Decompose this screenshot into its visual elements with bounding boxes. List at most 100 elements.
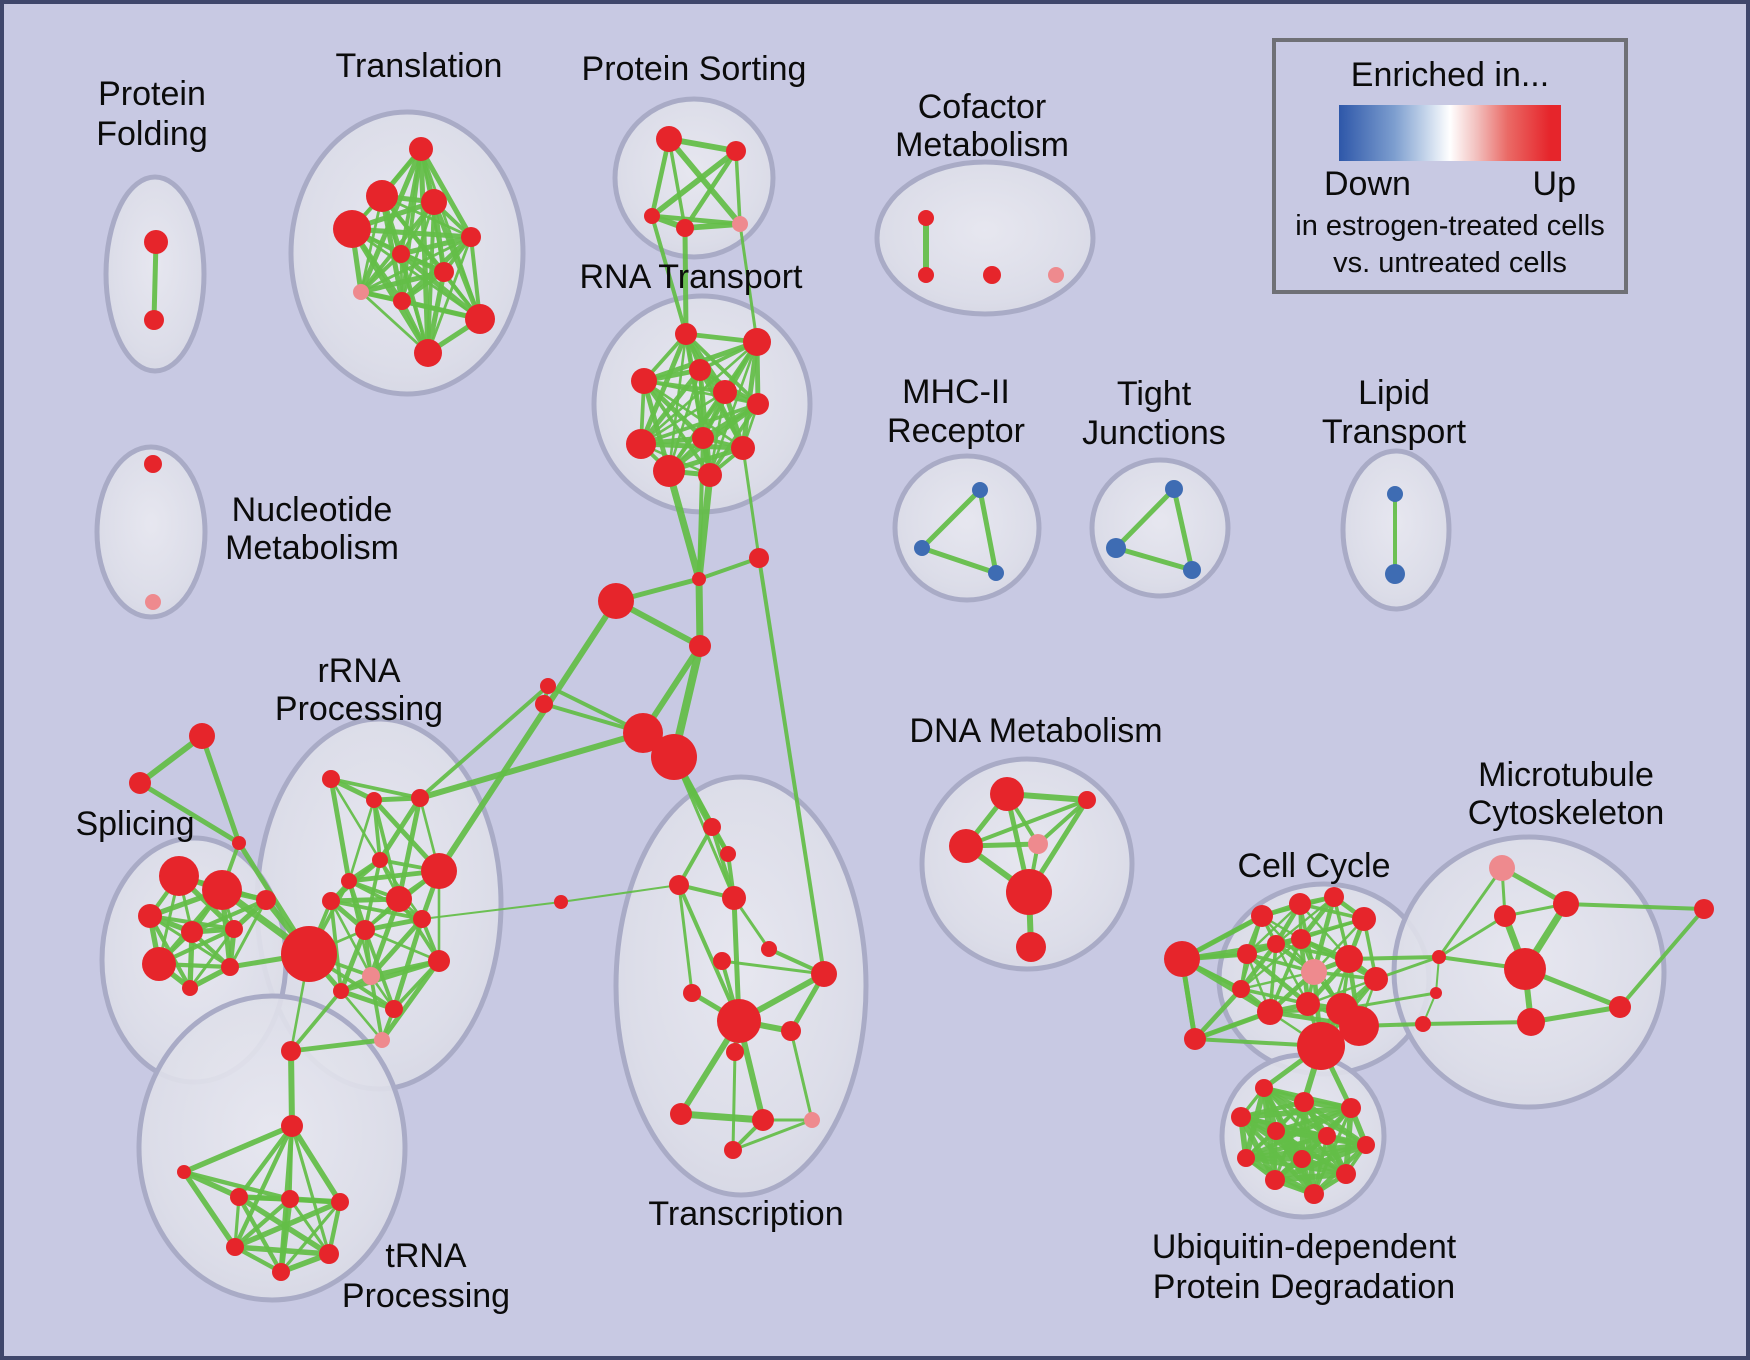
node-tn3 bbox=[331, 1193, 349, 1211]
node-tr7 bbox=[434, 262, 454, 282]
node-ub6 bbox=[1318, 1127, 1336, 1145]
node-ub10 bbox=[1336, 1164, 1356, 1184]
node-rt11 bbox=[698, 463, 722, 487]
node-rr14 bbox=[385, 1000, 403, 1018]
edge-tr4-tr11 bbox=[349, 226, 431, 356]
cofactor-metabolism-group-ellipse bbox=[874, 159, 1096, 317]
node-sp4 bbox=[181, 921, 203, 943]
node-rt8 bbox=[626, 429, 656, 459]
node-tn1 bbox=[230, 1188, 248, 1206]
node-cc8 bbox=[1335, 945, 1363, 973]
node-rt3 bbox=[631, 368, 657, 394]
node-ub7 bbox=[1357, 1136, 1375, 1154]
node-hub2 bbox=[651, 734, 697, 780]
node-ub11 bbox=[1265, 1170, 1285, 1190]
edge-rr2-rr5 bbox=[347, 798, 376, 883]
node-rt10 bbox=[653, 455, 685, 487]
node-mh1 bbox=[972, 482, 988, 498]
node-cn6 bbox=[540, 678, 556, 694]
legend-up-label: Up bbox=[1532, 165, 1576, 203]
node-tr11 bbox=[414, 339, 442, 367]
node-cn4 bbox=[689, 635, 711, 657]
edge-tx8-tx12 bbox=[731, 1050, 737, 1152]
node-dm4 bbox=[1028, 834, 1048, 854]
node-ub1 bbox=[1255, 1079, 1273, 1097]
edge-mt2-mtc1 bbox=[1437, 914, 1507, 959]
edge-rr13-rr16 bbox=[339, 989, 384, 1042]
edge-rt2-rt11 bbox=[708, 340, 759, 477]
edge-sp6-sp9 bbox=[228, 898, 268, 969]
microtubule-cytoskeleton-label: Cytoskeleton bbox=[1468, 794, 1665, 832]
edge-cc5-cc12 bbox=[1244, 951, 1311, 1007]
node-tr10 bbox=[465, 304, 495, 334]
edge-tn_hub-tn1 bbox=[236, 1123, 295, 1200]
node-tx_hub bbox=[717, 999, 761, 1043]
node-ps5 bbox=[732, 216, 748, 232]
edge-tj2-tj3 bbox=[1113, 545, 1195, 573]
node-tx11 bbox=[804, 1112, 820, 1128]
dna-metabolism-label: DNA Metabolism bbox=[909, 712, 1162, 750]
edge-ps4-ps5 bbox=[682, 221, 743, 231]
node-cn3 bbox=[749, 548, 769, 568]
edge-rr10-cn5 bbox=[421, 901, 562, 920]
edge-ps5-rt2 bbox=[738, 222, 759, 344]
node-tx3 bbox=[713, 952, 731, 970]
node-rr3 bbox=[411, 789, 429, 807]
edge-tr5-tr6 bbox=[398, 234, 474, 257]
node-rr16 bbox=[374, 1032, 390, 1048]
node-rr11 bbox=[362, 967, 380, 985]
edge-rr13-rr15 bbox=[289, 989, 343, 1053]
node-tn_sat bbox=[177, 1165, 191, 1179]
edge-ub3-ub4 bbox=[1238, 1105, 1354, 1120]
edge-rt10-cn2 bbox=[665, 467, 703, 583]
edge-cc6-cc10 bbox=[1238, 941, 1279, 992]
edge-rr3-rr4 bbox=[377, 795, 423, 863]
node-sp8 bbox=[182, 980, 198, 996]
edge-ps1-ps5 bbox=[666, 136, 743, 227]
node-nm2 bbox=[145, 594, 161, 610]
node-cn2 bbox=[692, 572, 706, 586]
node-tx2 bbox=[722, 886, 746, 910]
node-tx6 bbox=[683, 984, 701, 1002]
node-mt4 bbox=[1609, 996, 1631, 1018]
node-sp1 bbox=[159, 856, 199, 896]
node-mt3 bbox=[1517, 1008, 1545, 1036]
edge-tn_hub-tn2 bbox=[288, 1124, 294, 1201]
node-cc10 bbox=[1232, 980, 1250, 998]
edge-rr8-rr11 bbox=[329, 899, 373, 978]
edge-mt3-mt4 bbox=[1528, 1004, 1623, 1025]
edge-cc10-cc15 bbox=[1239, 937, 1303, 991]
tight-junctions-label: Junctions bbox=[1082, 414, 1226, 452]
node-nm1 bbox=[144, 455, 162, 473]
edge-ps2-ps3 bbox=[649, 148, 739, 219]
edge-mh1-mh3 bbox=[977, 487, 999, 576]
protein-folding-label: Protein bbox=[98, 75, 206, 113]
splicing-label: Splicing bbox=[75, 805, 194, 843]
trna-processing-group-ellipse bbox=[136, 993, 408, 1303]
rna-transport-label: RNA Transport bbox=[580, 258, 804, 296]
node-c1 bbox=[189, 723, 215, 749]
node-cc5 bbox=[1237, 944, 1257, 964]
edge-sp4-sp6 bbox=[189, 897, 269, 935]
node-mt_pink bbox=[1489, 855, 1515, 881]
node-mt_big bbox=[1504, 948, 1546, 990]
node-tn5 bbox=[319, 1244, 339, 1264]
node-rr6 bbox=[421, 853, 457, 889]
edge-rt7-cn2 bbox=[697, 436, 705, 581]
edge-ps2-ps4 bbox=[682, 148, 739, 231]
node-cn1 bbox=[598, 583, 634, 619]
nodes-layer bbox=[129, 126, 1714, 1281]
edge-rt2-rt9 bbox=[740, 339, 760, 451]
node-mtc2 bbox=[1430, 987, 1442, 999]
edge-cc2-cc5 bbox=[1245, 902, 1302, 956]
edge-rr13-rr14 bbox=[338, 988, 397, 1012]
node-cf2 bbox=[918, 267, 934, 283]
node-rt4 bbox=[689, 359, 711, 381]
node-tx4 bbox=[761, 941, 777, 957]
edge-mtc1-cc8 bbox=[1347, 955, 1441, 961]
node-tr4 bbox=[333, 210, 371, 248]
node-tx7 bbox=[781, 1021, 801, 1041]
node-tx9 bbox=[670, 1103, 692, 1125]
protein-sorting-label: Protein Sorting bbox=[582, 50, 807, 88]
